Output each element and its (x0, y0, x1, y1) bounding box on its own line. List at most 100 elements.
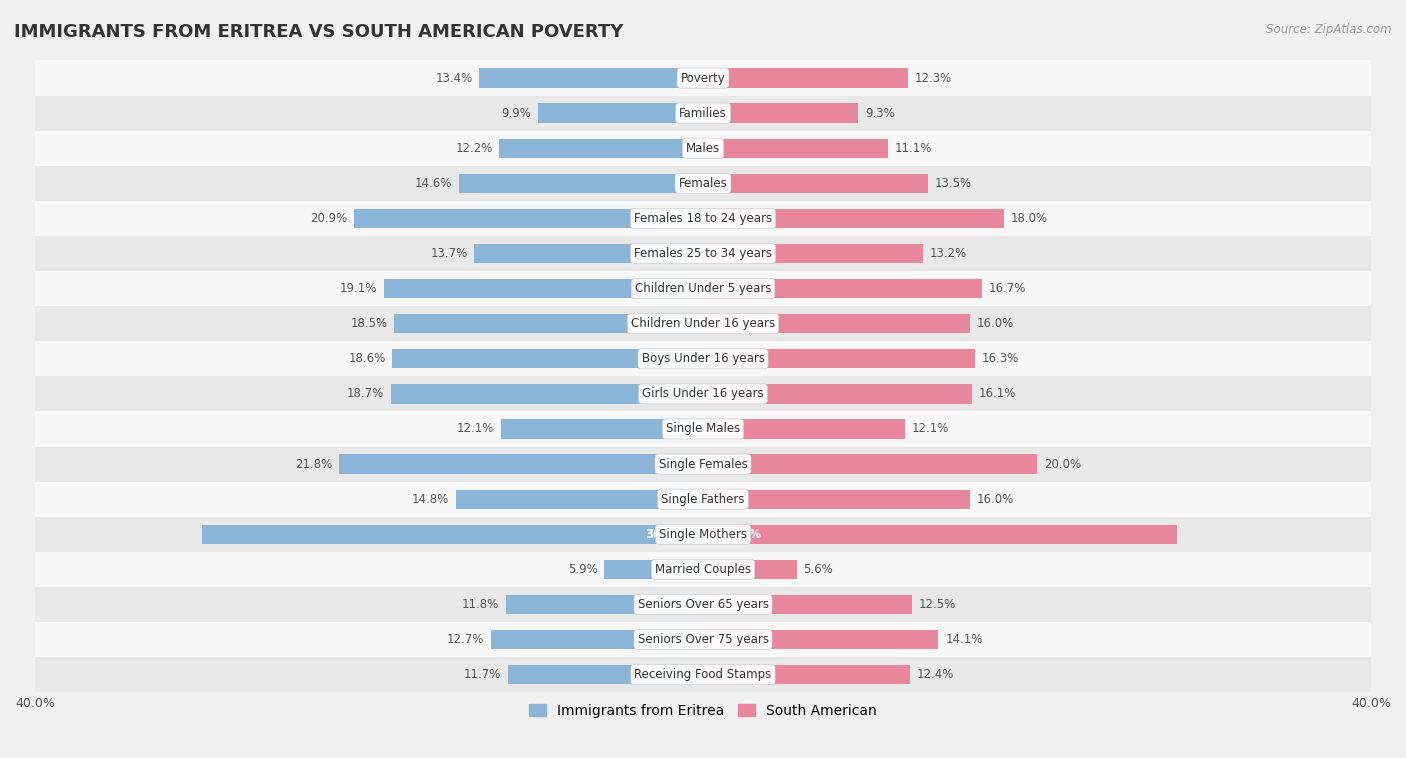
Bar (35, 306, 1371, 341)
Bar (501, 419, 703, 439)
Bar (35, 446, 1371, 481)
Text: 5.9%: 5.9% (568, 563, 598, 576)
Bar (35, 61, 1371, 96)
Bar (703, 349, 976, 368)
Text: 12.7%: 12.7% (447, 633, 484, 646)
Text: 12.1%: 12.1% (457, 422, 495, 436)
Text: 30.0%: 30.0% (645, 528, 686, 540)
Text: 12.1%: 12.1% (911, 422, 949, 436)
Text: 12.5%: 12.5% (918, 598, 956, 611)
Bar (35, 517, 1371, 552)
Bar (394, 314, 703, 334)
Bar (35, 552, 1371, 587)
Text: 14.1%: 14.1% (945, 633, 983, 646)
Text: 14.8%: 14.8% (412, 493, 449, 506)
Text: 12.3%: 12.3% (915, 71, 952, 85)
Text: Girls Under 16 years: Girls Under 16 years (643, 387, 763, 400)
Text: 19.1%: 19.1% (340, 282, 377, 295)
Text: Single Males: Single Males (666, 422, 740, 436)
Text: Females: Females (679, 177, 727, 190)
Bar (703, 525, 1177, 544)
Bar (703, 314, 970, 334)
Text: Children Under 16 years: Children Under 16 years (631, 317, 775, 330)
Text: Families: Families (679, 107, 727, 120)
Bar (354, 208, 703, 228)
Bar (508, 665, 703, 684)
Text: 16.1%: 16.1% (979, 387, 1017, 400)
Text: 11.1%: 11.1% (896, 142, 932, 155)
Bar (35, 130, 1371, 166)
Bar (703, 665, 910, 684)
Bar (392, 349, 703, 368)
Text: 13.4%: 13.4% (436, 71, 472, 85)
Bar (703, 104, 858, 123)
Bar (703, 174, 928, 193)
Bar (35, 376, 1371, 412)
Text: 14.6%: 14.6% (415, 177, 453, 190)
Text: 13.2%: 13.2% (931, 247, 967, 260)
Text: Source: ZipAtlas.com: Source: ZipAtlas.com (1267, 23, 1392, 36)
Text: Receiving Food Stamps: Receiving Food Stamps (634, 668, 772, 681)
Bar (703, 630, 938, 649)
Bar (35, 481, 1371, 517)
Bar (703, 454, 1038, 474)
Bar (35, 96, 1371, 130)
Text: Seniors Over 65 years: Seniors Over 65 years (637, 598, 769, 611)
Bar (703, 68, 908, 88)
Bar (456, 490, 703, 509)
Bar (384, 279, 703, 298)
Bar (703, 384, 972, 403)
Bar (506, 595, 703, 614)
Text: 18.7%: 18.7% (347, 387, 384, 400)
Text: Females 25 to 34 years: Females 25 to 34 years (634, 247, 772, 260)
Text: 16.3%: 16.3% (981, 352, 1019, 365)
Bar (703, 279, 981, 298)
Text: 18.0%: 18.0% (1011, 212, 1047, 225)
Bar (35, 657, 1371, 692)
Bar (703, 595, 911, 614)
Text: 28.4%: 28.4% (720, 528, 761, 540)
Text: 16.7%: 16.7% (988, 282, 1026, 295)
Bar (605, 559, 703, 579)
Text: Single Females: Single Females (658, 458, 748, 471)
Text: 20.9%: 20.9% (309, 212, 347, 225)
Text: 9.3%: 9.3% (865, 107, 894, 120)
Bar (35, 271, 1371, 306)
Text: 18.5%: 18.5% (350, 317, 387, 330)
Bar (499, 139, 703, 158)
Text: 5.6%: 5.6% (803, 563, 832, 576)
Bar (703, 244, 924, 263)
Bar (460, 174, 703, 193)
Text: IMMIGRANTS FROM ERITREA VS SOUTH AMERICAN POVERTY: IMMIGRANTS FROM ERITREA VS SOUTH AMERICA… (14, 23, 623, 41)
Text: 16.0%: 16.0% (977, 493, 1014, 506)
Text: 18.6%: 18.6% (349, 352, 385, 365)
Bar (35, 341, 1371, 376)
Text: 13.7%: 13.7% (430, 247, 468, 260)
Text: 12.2%: 12.2% (456, 142, 492, 155)
Bar (474, 244, 703, 263)
Bar (35, 236, 1371, 271)
Text: Males: Males (686, 142, 720, 155)
Text: Poverty: Poverty (681, 71, 725, 85)
Bar (703, 490, 970, 509)
Bar (202, 525, 703, 544)
Bar (35, 622, 1371, 657)
Text: Children Under 5 years: Children Under 5 years (634, 282, 772, 295)
Text: 11.7%: 11.7% (464, 668, 501, 681)
Text: 12.4%: 12.4% (917, 668, 955, 681)
Text: Single Mothers: Single Mothers (659, 528, 747, 540)
Bar (703, 208, 1004, 228)
Text: 20.0%: 20.0% (1043, 458, 1081, 471)
Bar (35, 201, 1371, 236)
Text: 21.8%: 21.8% (295, 458, 332, 471)
Bar (703, 559, 797, 579)
Bar (703, 419, 905, 439)
Bar (35, 166, 1371, 201)
Bar (339, 454, 703, 474)
Bar (479, 68, 703, 88)
Text: Married Couples: Married Couples (655, 563, 751, 576)
Bar (491, 630, 703, 649)
Bar (703, 139, 889, 158)
Bar (35, 412, 1371, 446)
Legend: Immigrants from Eritrea, South American: Immigrants from Eritrea, South American (523, 698, 883, 723)
